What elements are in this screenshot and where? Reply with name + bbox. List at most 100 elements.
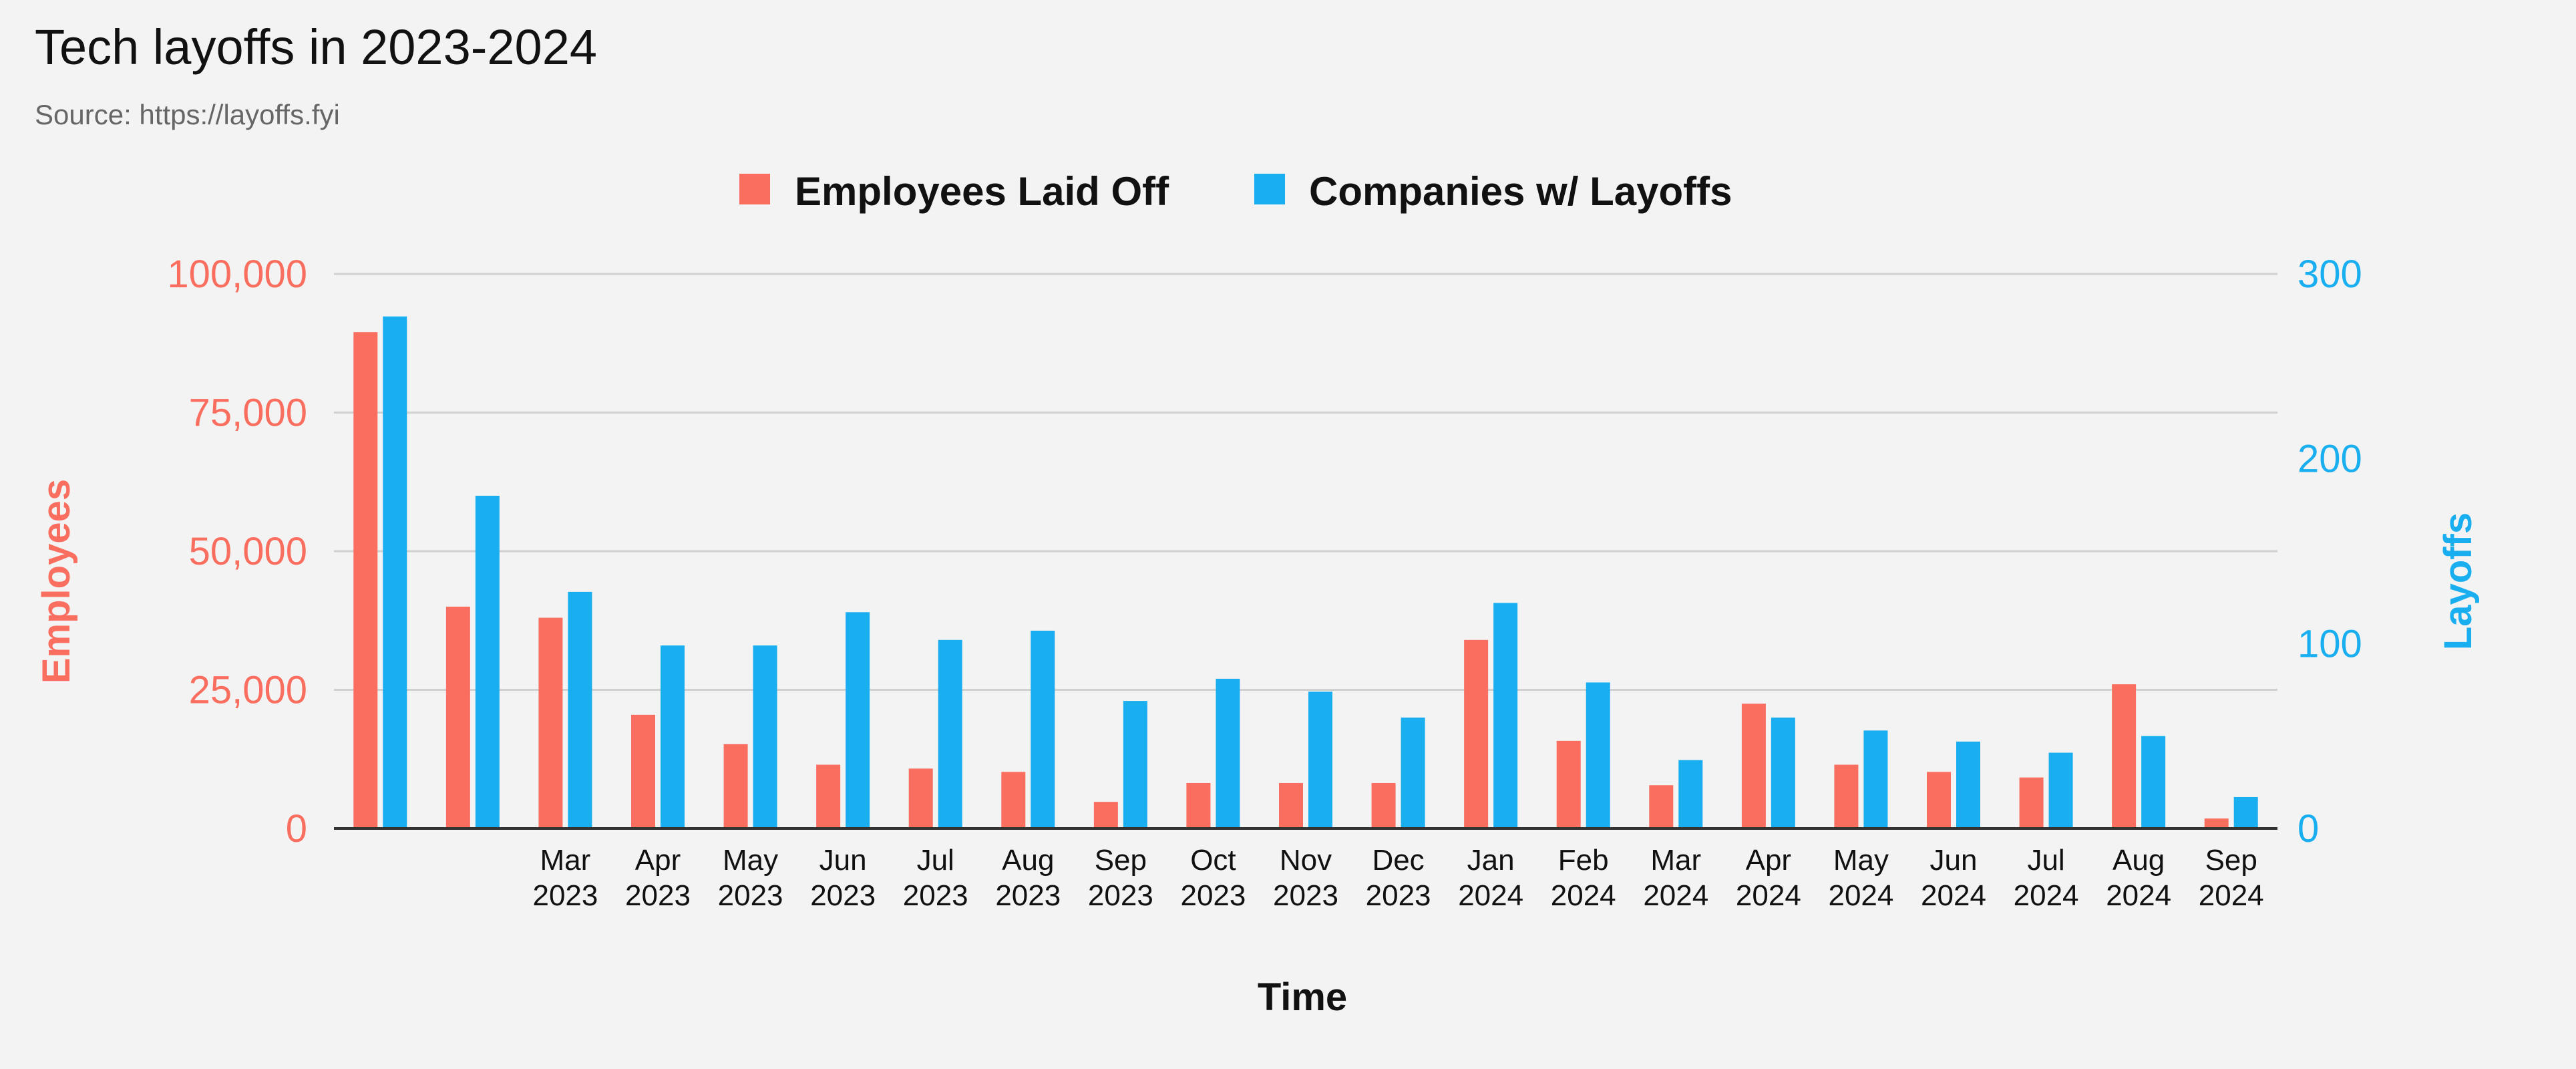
bar-employees (353, 332, 378, 828)
bar-companies (1863, 730, 1888, 828)
x-tick-year-label: 2023 (995, 879, 1061, 912)
bar-employees (1927, 772, 1951, 828)
x-tick-year-label: 2024 (1551, 879, 1616, 912)
bar-companies (1586, 682, 1610, 828)
bar-companies (1216, 678, 1240, 828)
y-tick-right-label: 300 (2297, 253, 2362, 296)
bar-employees (816, 764, 841, 828)
bar-employees (1556, 740, 1581, 828)
bar-employees (1649, 785, 1674, 828)
x-tick-year-label: 2024 (1828, 879, 1893, 912)
bar-employees (2112, 684, 2137, 828)
bar-employees (1186, 782, 1211, 828)
x-tick-year-label: 2024 (2199, 879, 2264, 912)
x-tick-month-label: Dec (1372, 844, 1424, 877)
bar-companies (1771, 718, 1795, 828)
right-axis-title: Layoffs (2436, 512, 2480, 650)
bar-employees (723, 744, 748, 828)
x-tick-year-label: 2024 (2106, 879, 2171, 912)
x-tick-year-label: 2024 (2014, 879, 2079, 912)
chart-subtitle: Source: https://layoffs.fyi (35, 99, 340, 130)
x-tick-year-label: 2023 (718, 879, 783, 912)
bar-employees (1093, 802, 1118, 828)
bar-companies (1123, 701, 1147, 828)
y-tick-left-label: 50,000 (189, 530, 307, 573)
x-tick-month-label: May (723, 844, 778, 877)
x-tick-year-label: 2023 (1366, 879, 1431, 912)
x-tick-year-label: 2023 (625, 879, 691, 912)
grid-layer (334, 273, 2277, 691)
x-tick-year-label: 2024 (1736, 879, 1801, 912)
y-tick-left-label: 75,000 (189, 392, 307, 435)
bar-companies (2233, 796, 2258, 828)
bar-companies (1308, 692, 1332, 828)
legend-swatch-companies (1254, 174, 1285, 204)
x-tick-year-label: 2024 (1458, 879, 1523, 912)
x-tick-month-label: Aug (2112, 844, 2165, 877)
bar-companies (1956, 741, 1980, 828)
x-tick-month-label: Sep (2205, 844, 2257, 877)
bars-layer (353, 316, 2258, 829)
x-tick-month-label: Aug (1002, 844, 1054, 877)
bar-employees (1371, 782, 1396, 828)
x-tick-year-label: 2023 (903, 879, 968, 912)
left-axis-title: Employees (35, 479, 78, 683)
x-tick-year-label: 2024 (1643, 879, 1708, 912)
y-tick-right-label: 0 (2297, 807, 2319, 851)
x-tick-year-label: 2023 (810, 879, 876, 912)
x-tick-year-label: 2023 (1088, 879, 1153, 912)
y-tick-right-label: 200 (2297, 438, 2362, 481)
bar-employees (2019, 777, 2044, 828)
y-tick-left-label: 100,000 (167, 253, 307, 296)
bar-companies (1493, 603, 1518, 828)
bar-companies (2048, 752, 2073, 828)
bar-employees (1279, 782, 1303, 828)
x-tick-month-label: Jun (1930, 844, 1978, 877)
x-tick-month-label: Nov (1280, 844, 1332, 877)
legend-label-employees: Employees Laid Off (795, 169, 1169, 214)
chart-title: Tech layoffs in 2023-2024 (35, 19, 598, 75)
bar-employees (1741, 704, 1766, 828)
legend-swatch-employees (739, 174, 770, 204)
bar-employees (631, 714, 655, 828)
bar-companies (568, 591, 592, 828)
x-axis-title: Time (1258, 975, 1347, 1019)
y-tick-left-label: 25,000 (189, 669, 307, 712)
bar-employees (1834, 764, 1859, 828)
bar-companies (1401, 718, 1425, 828)
y-tick-right-label: 100 (2297, 622, 2362, 665)
y-tick-left-label: 0 (286, 807, 307, 851)
bar-employees (908, 768, 933, 828)
bar-companies (2141, 736, 2166, 828)
x-tick-month-label: Mar (1650, 844, 1701, 877)
x-tick-month-label: Sep (1095, 844, 1147, 877)
bar-employees (1001, 772, 1026, 828)
x-tick-month-label: Jul (2027, 844, 2064, 877)
x-tick-month-label: Jan (1467, 844, 1515, 877)
x-tick-year-label: 2024 (1921, 879, 1986, 912)
bar-companies (1678, 760, 1703, 828)
x-tick-month-label: Jul (917, 844, 954, 877)
bar-companies (753, 645, 777, 828)
x-tick-month-label: Mar (540, 844, 591, 877)
x-tick-month-label: Jun (819, 844, 867, 877)
x-tick-year-label: 2023 (1180, 879, 1246, 912)
axis-layer: 025,00050,00075,000100,0000100200300Mar2… (167, 253, 2362, 912)
bar-employees (538, 617, 563, 828)
bar-companies (938, 639, 962, 828)
bar-companies (661, 645, 685, 828)
x-tick-year-label: 2023 (1273, 879, 1338, 912)
x-tick-month-label: Feb (1558, 844, 1609, 877)
bar-companies (1031, 630, 1055, 828)
x-tick-month-label: May (1833, 844, 1889, 877)
x-tick-month-label: Apr (635, 844, 681, 877)
bar-companies (846, 612, 870, 828)
bar-employees (2204, 818, 2229, 828)
bar-companies (383, 316, 407, 829)
bar-companies (475, 496, 500, 828)
x-tick-year-label: 2023 (532, 879, 598, 912)
bar-employees (1464, 639, 1489, 828)
bar-employees (445, 607, 470, 828)
